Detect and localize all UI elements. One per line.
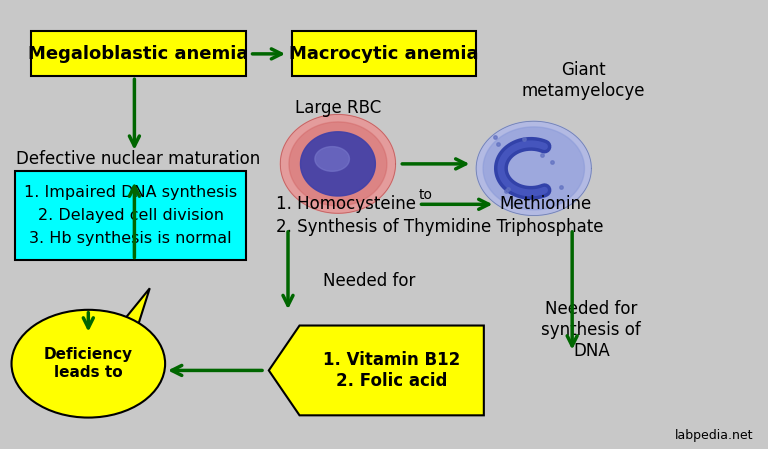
Text: Needed for: Needed for <box>323 272 415 290</box>
Polygon shape <box>119 288 150 337</box>
Polygon shape <box>300 132 376 196</box>
Text: Giant
metamyelocye: Giant metamyelocye <box>522 62 645 100</box>
Polygon shape <box>289 122 387 206</box>
Text: to: to <box>419 188 432 202</box>
Polygon shape <box>315 147 349 171</box>
FancyBboxPatch shape <box>292 31 476 76</box>
Text: Large RBC: Large RBC <box>295 99 381 117</box>
Ellipse shape <box>12 310 165 418</box>
Polygon shape <box>280 114 396 213</box>
Text: Deficiency
leads to: Deficiency leads to <box>44 348 133 380</box>
Text: 1. Impaired DNA synthesis
2. Delayed cell division
3. Hb synthesis is normal: 1. Impaired DNA synthesis 2. Delayed cel… <box>24 185 237 247</box>
Text: Defective nuclear maturation: Defective nuclear maturation <box>16 150 260 168</box>
Text: 1. Homocysteine: 1. Homocysteine <box>276 195 416 213</box>
Polygon shape <box>483 127 584 210</box>
Text: Needed for
synthesis of
DNA: Needed for synthesis of DNA <box>541 300 641 360</box>
Polygon shape <box>269 326 484 415</box>
FancyBboxPatch shape <box>31 31 246 76</box>
Text: 2. Synthesis of Thymidine Triphosphate: 2. Synthesis of Thymidine Triphosphate <box>276 218 604 236</box>
Text: Macrocytic anemia: Macrocytic anemia <box>290 45 478 63</box>
Text: 1. Vitamin B12
2. Folic acid: 1. Vitamin B12 2. Folic acid <box>323 351 460 390</box>
FancyBboxPatch shape <box>15 171 246 260</box>
Polygon shape <box>476 121 591 216</box>
Text: Methionine: Methionine <box>499 195 591 213</box>
Text: labpedia.net: labpedia.net <box>675 429 753 442</box>
Text: Megaloblastic anemia: Megaloblastic anemia <box>28 45 248 63</box>
